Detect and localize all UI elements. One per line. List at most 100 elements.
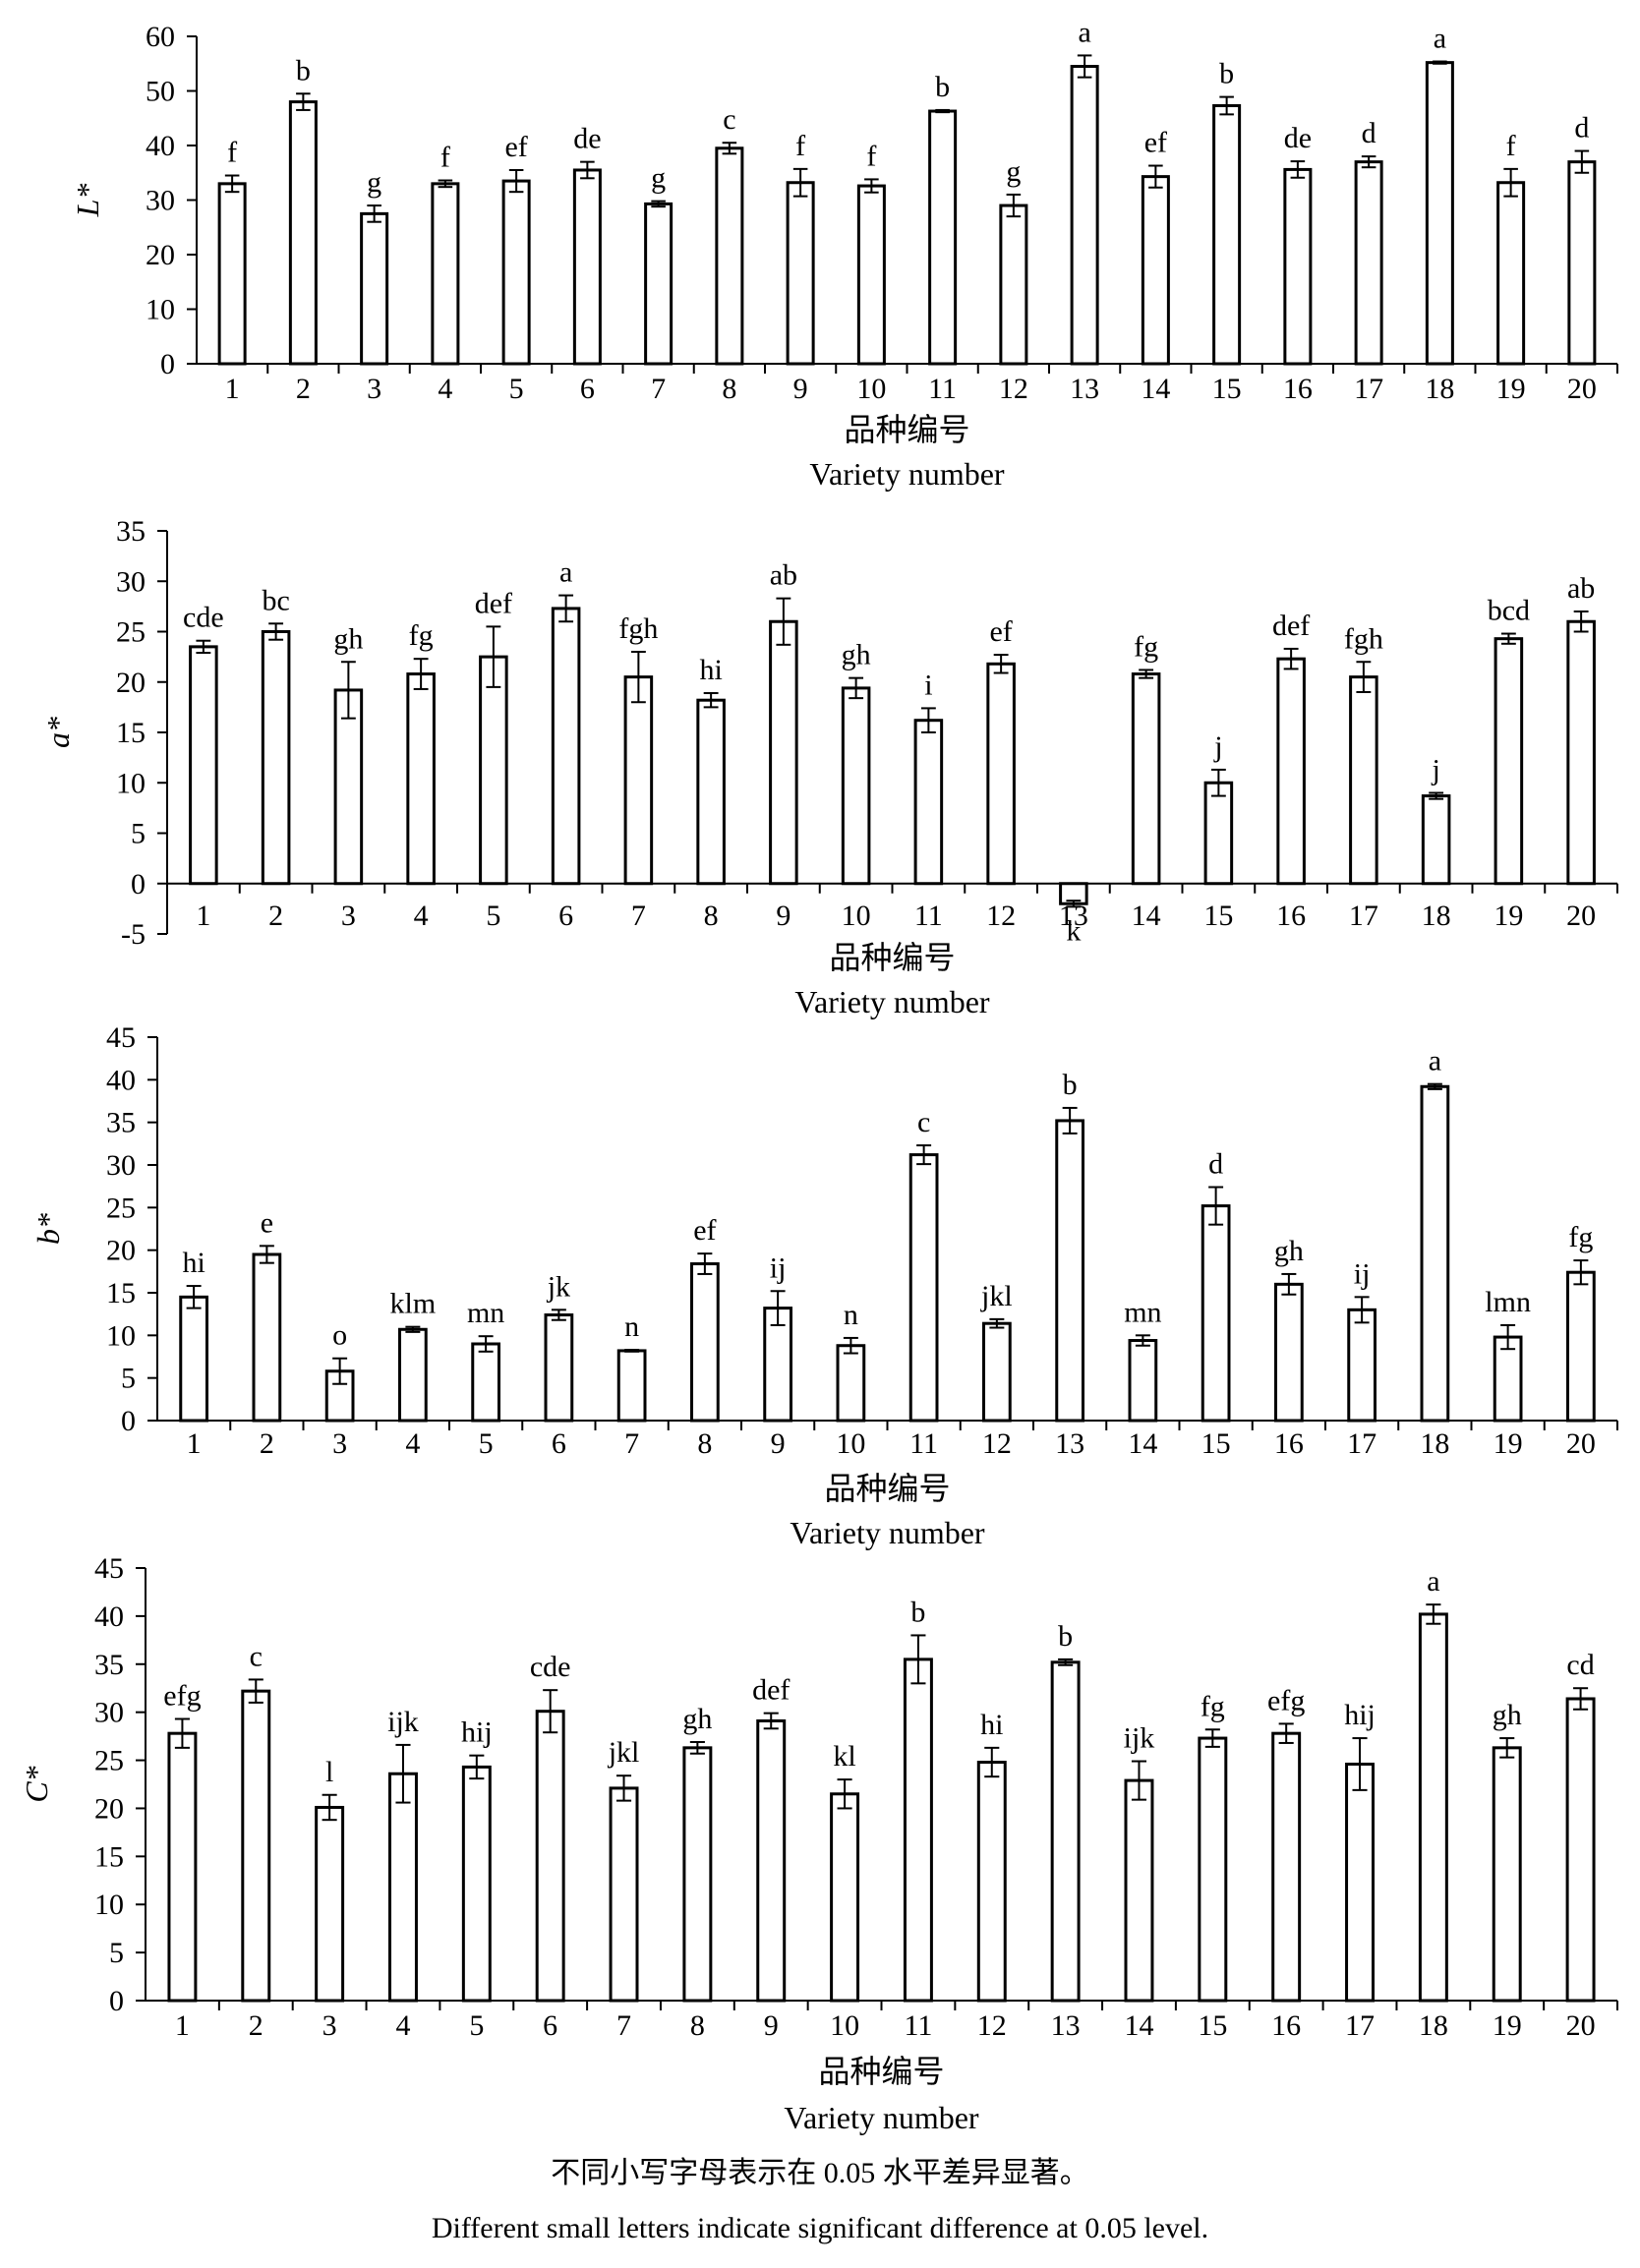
chart-panel-1: 0 10 20 30 40 50 60 L* f 1 b 2 g 3 f 4 ef 5 de 6 g 7 c 8 f 9 f 10 b 1…: [70, 16, 1618, 492]
significance-letter: ef: [693, 1214, 716, 1247]
x-tick-label: 3: [367, 373, 381, 405]
bar: [913, 719, 944, 886]
significance-letter: jkl: [608, 1736, 640, 1769]
y-tick-label: 25: [116, 616, 146, 649]
x-tick-label: 7: [624, 1427, 639, 1460]
bar: [333, 688, 364, 886]
bar: [315, 1805, 345, 2003]
x-axis-label-cn: 品种编号: [844, 412, 969, 447]
y-tick-label: 10: [116, 767, 146, 799]
y-axis-label: C*: [19, 1766, 54, 1802]
bar: [461, 1765, 492, 2003]
bar: [609, 1786, 639, 2003]
bar: [501, 179, 531, 366]
bar: [830, 1792, 860, 2003]
x-tick-label: 11: [914, 900, 943, 932]
x-tick-label: 9: [764, 2009, 779, 2042]
x-tick-label: 14: [1141, 373, 1170, 405]
bar: [908, 1153, 939, 1423]
bar: [1203, 781, 1234, 886]
x-tick-label: 6: [558, 900, 573, 932]
x-tick-label: 4: [438, 373, 452, 405]
x-tick-label: 1: [175, 2009, 190, 2042]
x-tick-label: 16: [1274, 1427, 1304, 1460]
x-tick-label: 10: [836, 1427, 865, 1460]
x-tick-label: 12: [982, 1427, 1012, 1460]
x-tick-label: 5: [469, 2009, 484, 2042]
chart-panel-3: 0 5 10 15 20 25 30 35 40 45 b* hi 1 e 2 o 3 klm 4 mn 5 jk 6 n 7 e…: [30, 1021, 1618, 1550]
bar: [1566, 619, 1596, 886]
significance-letter: jk: [547, 1270, 570, 1303]
bar: [644, 202, 674, 366]
significance-letter: jkl: [980, 1280, 1013, 1312]
x-tick-label: 13: [1055, 1427, 1084, 1460]
significance-letter: k: [1066, 914, 1081, 947]
x-tick-label: 12: [986, 900, 1016, 932]
bar: [1274, 1282, 1304, 1423]
significance-letter: b: [1063, 1069, 1078, 1101]
significance-letter: a: [1078, 16, 1090, 48]
x-tick-label: 1: [225, 373, 240, 405]
x-tick-label: 19: [1493, 2009, 1522, 2042]
bar: [535, 1710, 565, 2003]
x-tick-label: 17: [1345, 2009, 1375, 2042]
y-tick-label: 0: [121, 1405, 136, 1437]
bar: [1349, 675, 1378, 886]
bar: [544, 1313, 574, 1423]
significance-letter: ijk: [1124, 1722, 1155, 1755]
y-tick-label: 10: [94, 1889, 124, 1921]
significance-letter: c: [250, 1640, 263, 1672]
x-tick-label: 15: [1203, 900, 1233, 932]
x-axis-label-cn: 品种编号: [824, 1471, 950, 1506]
significance-letter: gh: [1493, 1699, 1522, 1731]
x-tick-label: 8: [690, 2009, 705, 2042]
bar: [1198, 1736, 1228, 2003]
bar: [836, 1344, 866, 1423]
significance-letter: f: [866, 140, 876, 172]
y-tick-label: 35: [94, 1649, 124, 1681]
y-tick-label: 15: [94, 1840, 124, 1873]
y-tick-label: 35: [106, 1107, 136, 1139]
significance-letter: bc: [262, 584, 289, 616]
x-tick-label: 13: [1070, 373, 1099, 405]
bar: [986, 662, 1016, 886]
y-axis-label: b*: [30, 1213, 66, 1245]
x-tick-label: 10: [830, 2009, 859, 2042]
bar: [1276, 657, 1306, 886]
x-tick-label: 9: [793, 373, 808, 405]
y-axis-label: a*: [40, 717, 76, 748]
x-tick-label: 14: [1124, 2009, 1153, 2042]
x-tick-label: 19: [1494, 1427, 1523, 1460]
x-tick-label: 5: [479, 1427, 494, 1460]
significance-letter: cde: [183, 602, 224, 634]
y-tick-label: 25: [106, 1192, 136, 1224]
significance-letter: klm: [390, 1288, 437, 1320]
significance-letter: def: [1272, 610, 1310, 642]
x-tick-label: 17: [1347, 1427, 1376, 1460]
x-tick-label: 8: [722, 373, 736, 405]
bar: [1421, 794, 1451, 886]
significance-letter: g: [1006, 155, 1021, 188]
significance-letter: cde: [530, 1651, 571, 1683]
y-tick-label: 0: [131, 868, 146, 901]
bar: [786, 181, 815, 366]
bar: [682, 1746, 713, 2003]
x-tick-label: 18: [1425, 373, 1454, 405]
bar: [690, 1262, 720, 1423]
significance-letter: j: [1431, 754, 1439, 786]
y-tick-label: 25: [94, 1745, 124, 1777]
x-tick-label: 1: [196, 900, 210, 932]
bar: [479, 655, 508, 886]
significance-letter: hi: [980, 1709, 1003, 1741]
x-tick-label: 7: [651, 373, 666, 405]
chart-panel-4: 0 5 10 15 20 25 30 35 40 45 C* efg 1 c 2 l 3 ijk 4 hij 5 cde 6…: [19, 1552, 1618, 2135]
x-tick-label: 2: [260, 1427, 274, 1460]
significance-letter: c: [917, 1106, 930, 1138]
y-tick-label: -5: [121, 918, 146, 951]
x-tick-label: 2: [268, 900, 283, 932]
bar: [189, 645, 218, 886]
y-tick-label: 60: [146, 21, 175, 53]
x-tick-label: 11: [904, 2009, 932, 2042]
x-tick-label: 18: [1419, 2009, 1448, 2042]
y-tick-label: 30: [94, 1697, 124, 1729]
